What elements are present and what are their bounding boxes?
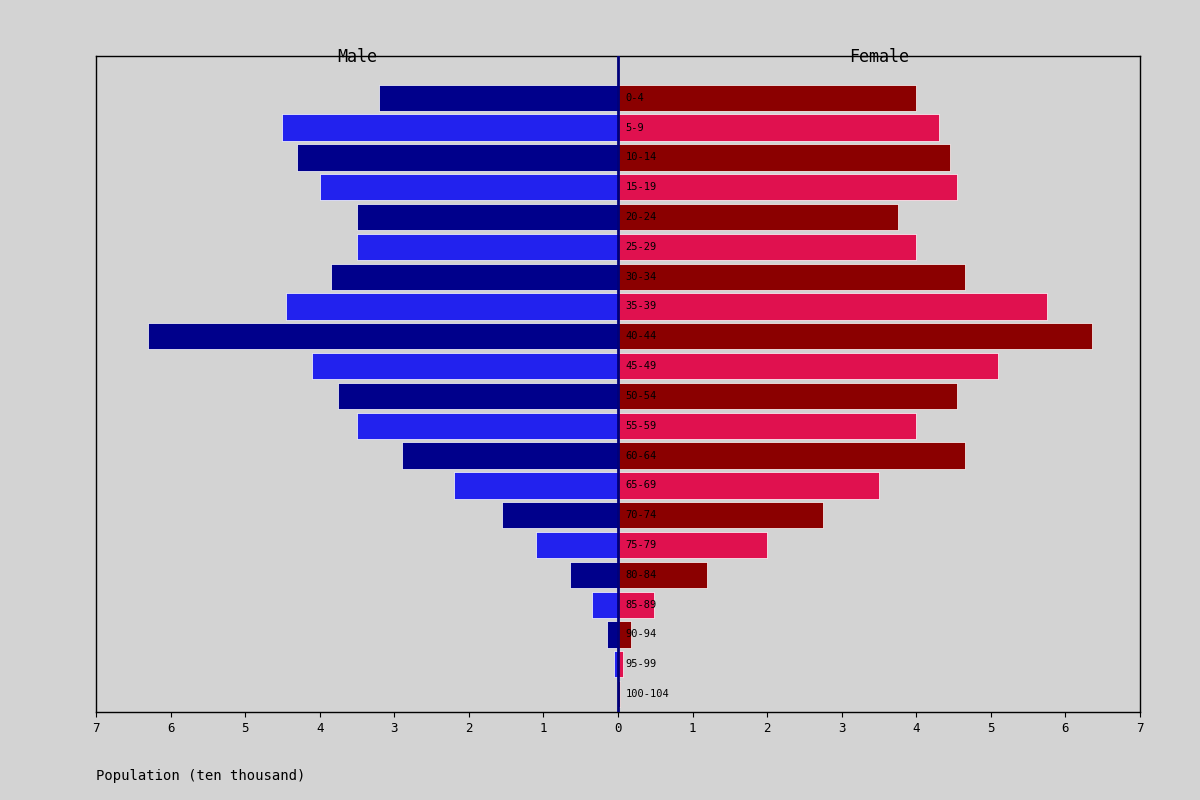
Text: 55-59: 55-59 <box>625 421 656 430</box>
Text: Female: Female <box>850 49 910 66</box>
Bar <box>618 234 917 260</box>
Bar <box>618 114 938 141</box>
Bar <box>358 413 618 439</box>
Bar <box>149 323 618 350</box>
Bar <box>618 204 898 230</box>
Bar <box>618 562 708 588</box>
Text: 45-49: 45-49 <box>625 361 656 371</box>
Text: 95-99: 95-99 <box>625 659 656 670</box>
Bar <box>618 413 917 439</box>
Bar <box>618 174 958 200</box>
Bar <box>618 532 767 558</box>
Text: 40-44: 40-44 <box>625 331 656 342</box>
Bar <box>617 681 618 707</box>
Bar <box>618 323 1092 350</box>
Text: 75-79: 75-79 <box>625 540 656 550</box>
Bar <box>286 294 618 319</box>
Text: 35-39: 35-39 <box>625 302 656 311</box>
Bar <box>618 651 623 678</box>
Bar <box>282 114 618 141</box>
Text: 100-104: 100-104 <box>625 689 670 699</box>
Text: 20-24: 20-24 <box>625 212 656 222</box>
Bar <box>618 502 823 528</box>
Bar <box>618 85 917 111</box>
Bar <box>402 442 618 469</box>
Text: 30-34: 30-34 <box>625 272 656 282</box>
Bar <box>618 144 950 170</box>
Bar <box>570 562 618 588</box>
Text: 25-29: 25-29 <box>625 242 656 252</box>
Text: 90-94: 90-94 <box>625 630 656 639</box>
Bar <box>536 532 618 558</box>
Bar <box>331 263 618 290</box>
Bar <box>503 502 618 528</box>
Bar <box>618 353 998 379</box>
Bar <box>454 472 618 498</box>
Bar <box>618 263 965 290</box>
Text: 60-64: 60-64 <box>625 450 656 461</box>
Bar <box>298 144 618 170</box>
Text: 15-19: 15-19 <box>625 182 656 192</box>
Text: 10-14: 10-14 <box>625 152 656 162</box>
Bar <box>358 234 618 260</box>
Bar <box>319 174 618 200</box>
Bar <box>358 204 618 230</box>
Text: 5-9: 5-9 <box>625 122 644 133</box>
Text: 50-54: 50-54 <box>625 391 656 401</box>
Text: 70-74: 70-74 <box>625 510 656 520</box>
Text: Population (ten thousand): Population (ten thousand) <box>96 769 305 783</box>
Bar <box>618 294 1046 319</box>
Bar <box>618 383 958 409</box>
Bar <box>607 622 618 647</box>
Bar <box>312 353 618 379</box>
Bar <box>338 383 618 409</box>
Bar <box>618 472 878 498</box>
Bar <box>592 591 618 618</box>
Text: 80-84: 80-84 <box>625 570 656 580</box>
Bar <box>618 442 965 469</box>
Bar <box>618 622 631 647</box>
Text: 65-69: 65-69 <box>625 480 656 490</box>
Text: 0-4: 0-4 <box>625 93 644 102</box>
Bar <box>614 651 618 678</box>
Bar <box>618 591 654 618</box>
Text: Male: Male <box>337 49 377 66</box>
Text: 85-89: 85-89 <box>625 600 656 610</box>
Bar <box>379 85 618 111</box>
Bar <box>618 681 620 707</box>
